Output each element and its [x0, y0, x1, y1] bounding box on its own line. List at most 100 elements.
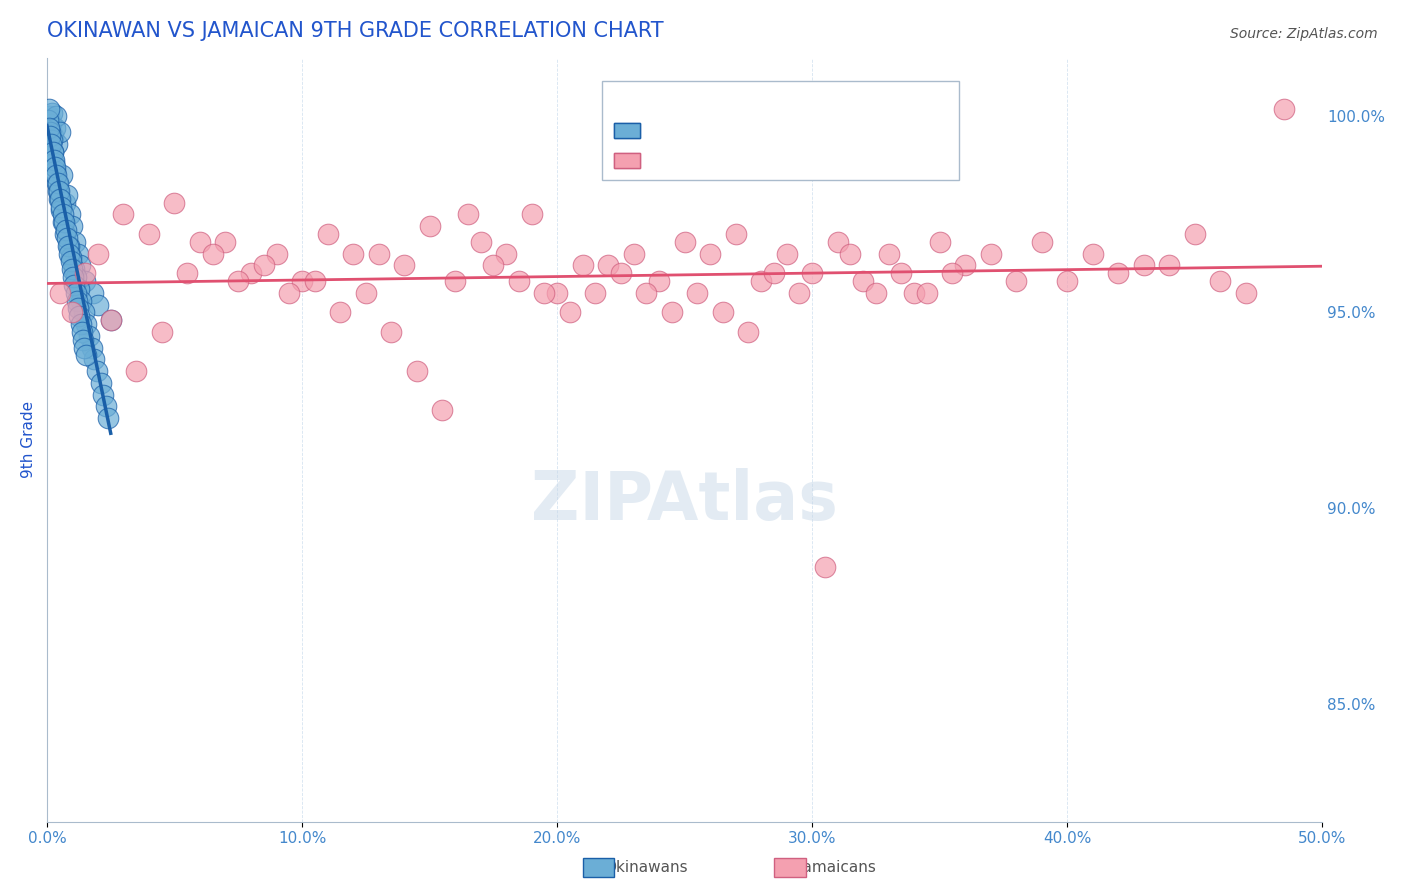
Point: [176, 266, 198, 280]
Point: [69, 258, 91, 272]
Point: [125, 364, 148, 378]
Point: [97, 411, 120, 425]
Point: [367, 246, 389, 260]
FancyBboxPatch shape: [602, 80, 959, 180]
Text: Source: ZipAtlas.com: Source: ZipAtlas.com: [1230, 27, 1378, 41]
Point: [41, 133, 63, 147]
Text: R = 0.180    N = 85: R = 0.180 N = 85: [645, 145, 807, 162]
Point: [470, 235, 492, 249]
Point: [38, 110, 60, 124]
Point: [801, 266, 824, 280]
Point: [46, 136, 69, 151]
Point: [839, 246, 862, 260]
Point: [558, 305, 581, 319]
Point: [266, 246, 288, 260]
Point: [304, 274, 326, 288]
Point: [48, 192, 70, 206]
Point: [49, 192, 72, 206]
Point: [1107, 266, 1129, 280]
Point: [1209, 274, 1232, 288]
Point: [316, 227, 339, 241]
Text: R = 0.415    N = 79: R = 0.415 N = 79: [645, 113, 807, 132]
Point: [65, 285, 87, 300]
Point: [571, 258, 593, 272]
Point: [62, 219, 84, 234]
Point: [44, 164, 66, 178]
Point: [405, 364, 427, 378]
Point: [70, 317, 93, 331]
Point: [38, 121, 60, 136]
Point: [789, 285, 811, 300]
Point: [444, 274, 467, 288]
Point: [46, 184, 69, 198]
Point: [546, 285, 568, 300]
Point: [711, 305, 734, 319]
Point: [342, 246, 364, 260]
Point: [188, 235, 211, 249]
Point: [67, 301, 90, 316]
Point: [598, 258, 620, 272]
Point: [60, 251, 83, 265]
Point: [457, 207, 479, 221]
Point: [77, 329, 100, 343]
Point: [915, 285, 938, 300]
Point: [100, 313, 122, 327]
Point: [41, 105, 63, 120]
Point: [58, 246, 80, 260]
Point: [62, 262, 84, 277]
Point: [75, 266, 97, 280]
Point: [1031, 235, 1053, 249]
Point: [46, 176, 69, 190]
Text: R = 0.180    N = 85: R = 0.180 N = 85: [645, 145, 807, 162]
Point: [138, 227, 160, 241]
Point: [89, 376, 111, 390]
Point: [1184, 227, 1206, 241]
Point: [201, 246, 224, 260]
Point: [432, 403, 454, 417]
Text: Jamaicans: Jamaicans: [799, 860, 876, 875]
Point: [42, 156, 65, 170]
Point: [62, 270, 84, 285]
Point: [419, 219, 441, 234]
Point: [76, 317, 98, 331]
Point: [39, 125, 62, 139]
Point: [56, 187, 79, 202]
Point: [39, 117, 62, 131]
Point: [495, 246, 517, 260]
Point: [1056, 274, 1078, 288]
Point: [55, 223, 77, 237]
Point: [91, 387, 114, 401]
Point: [73, 305, 96, 319]
Point: [636, 285, 658, 300]
Point: [38, 102, 60, 116]
FancyBboxPatch shape: [614, 123, 640, 138]
Point: [80, 341, 103, 355]
Point: [533, 285, 555, 300]
Point: [240, 266, 263, 280]
Point: [583, 285, 606, 300]
Point: [150, 325, 173, 339]
Point: [852, 274, 875, 288]
Point: [48, 184, 70, 198]
Point: [37, 113, 59, 128]
Point: [70, 325, 93, 339]
Point: [63, 277, 86, 292]
Point: [953, 258, 976, 272]
FancyBboxPatch shape: [582, 857, 614, 877]
Point: [94, 400, 117, 414]
Text: Okinawans: Okinawans: [605, 860, 688, 875]
Point: [1272, 102, 1295, 116]
Point: [53, 195, 76, 210]
Point: [83, 352, 105, 367]
Point: [1132, 258, 1154, 272]
Point: [814, 560, 837, 574]
Point: [52, 215, 75, 229]
Point: [941, 266, 963, 280]
Point: [163, 195, 186, 210]
Point: [278, 285, 301, 300]
Text: OKINAWAN VS JAMAICAN 9TH GRADE CORRELATION CHART: OKINAWAN VS JAMAICAN 9TH GRADE CORRELATI…: [46, 21, 664, 41]
Point: [44, 161, 66, 175]
Point: [53, 227, 76, 241]
Point: [44, 121, 66, 136]
Point: [75, 274, 97, 288]
